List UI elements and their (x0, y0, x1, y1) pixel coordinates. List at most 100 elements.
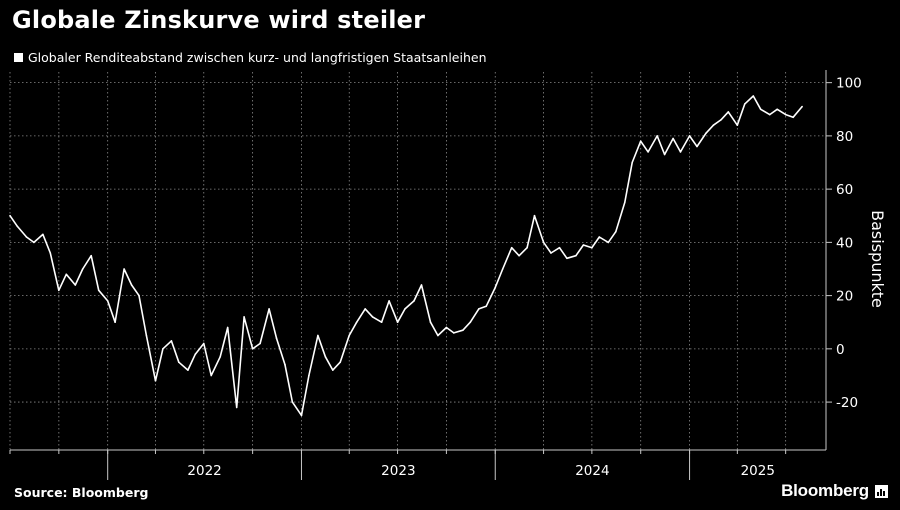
data-point (712, 124, 715, 126)
legend-label: Globaler Renditeabstand zwischen kurz- u… (28, 50, 487, 65)
y-tick-label: 60 (836, 182, 853, 198)
data-point (130, 284, 133, 286)
data-point (558, 246, 561, 249)
data-point (219, 356, 221, 358)
data-point (462, 329, 464, 332)
data-point (114, 321, 116, 324)
chart-title: Globale Zinskurve wird steiler (12, 6, 426, 34)
data-point (16, 225, 19, 228)
data-point (744, 103, 746, 105)
data-point (388, 300, 390, 302)
data-point (792, 116, 794, 119)
data-point (226, 326, 229, 329)
data-point (162, 348, 164, 350)
data-point (736, 124, 739, 126)
data-point (768, 113, 771, 116)
data-point (663, 153, 666, 156)
data-point (58, 289, 60, 292)
data-point (582, 244, 585, 246)
data-point (688, 135, 691, 137)
data-point (575, 254, 577, 257)
data-point (396, 321, 399, 324)
data-point (801, 105, 803, 108)
data-point (106, 300, 109, 302)
data-point (339, 361, 342, 364)
gridlines (9, 72, 826, 450)
data-point (624, 201, 626, 204)
data-point (332, 369, 334, 371)
data-point (268, 308, 270, 310)
data-point (542, 241, 545, 244)
data-point (33, 241, 35, 244)
data-point (259, 342, 261, 345)
data-point (145, 334, 148, 337)
data-point (429, 321, 432, 324)
data-point (784, 113, 787, 116)
data-point (510, 246, 513, 249)
data-point (752, 95, 755, 97)
data-point (672, 137, 674, 140)
data-point (550, 252, 552, 254)
data-point (720, 119, 722, 121)
data-point (300, 414, 303, 417)
series-group (9, 95, 803, 417)
data-point (727, 111, 730, 113)
data-point (235, 406, 238, 409)
data-point (187, 369, 189, 371)
data-point (138, 294, 140, 297)
data-point (705, 132, 707, 134)
data-point (566, 257, 568, 260)
legend-swatch (14, 53, 23, 62)
data-point (275, 337, 278, 340)
data-point (696, 145, 698, 148)
data-point (759, 108, 762, 111)
data-point (591, 246, 593, 249)
data-point (445, 326, 448, 329)
data-point (243, 316, 245, 318)
data-point (348, 334, 351, 337)
y-tick-label: -20 (836, 395, 858, 411)
x-tick-label: 2022 (187, 463, 221, 479)
data-point (49, 252, 52, 254)
data-point (501, 268, 504, 270)
data-point (25, 236, 28, 238)
source-note: Source: Bloomberg (14, 485, 149, 500)
x-axis: 2022 2023 2024 2025 (9, 449, 826, 480)
data-point (324, 356, 327, 358)
data-point (437, 334, 439, 337)
data-point (639, 140, 642, 142)
x-tick-label: 2024 (575, 463, 609, 479)
data-point (74, 284, 77, 286)
data-point (97, 289, 100, 292)
data-point (371, 316, 374, 318)
data-point (90, 254, 92, 257)
data-point (154, 380, 157, 382)
data-point (776, 108, 778, 111)
data-point (251, 348, 254, 350)
data-point (679, 151, 682, 153)
x-tick-label: 2023 (381, 463, 415, 479)
data-point (203, 342, 205, 345)
data-point (485, 305, 488, 308)
data-point (656, 135, 658, 137)
data-point (494, 286, 497, 289)
x-tick-label: 2025 (741, 463, 775, 479)
data-point (533, 214, 536, 217)
legend: Globaler Renditeabstand zwischen kurz- u… (14, 50, 487, 65)
data-point (9, 214, 11, 217)
data-point (284, 364, 286, 366)
data-point (631, 161, 633, 164)
data-point (65, 273, 68, 276)
brand-name: Bloomberg (781, 481, 869, 500)
data-point (478, 308, 480, 310)
y-tick-label: 100 (836, 76, 862, 92)
data-point (598, 236, 601, 238)
data-point (380, 321, 383, 324)
brand-logo: Bloomberg (781, 481, 888, 501)
series-line (9, 95, 803, 417)
data-point (413, 300, 415, 302)
data-point (308, 374, 310, 377)
data-point (210, 374, 212, 377)
data-point (123, 268, 125, 270)
